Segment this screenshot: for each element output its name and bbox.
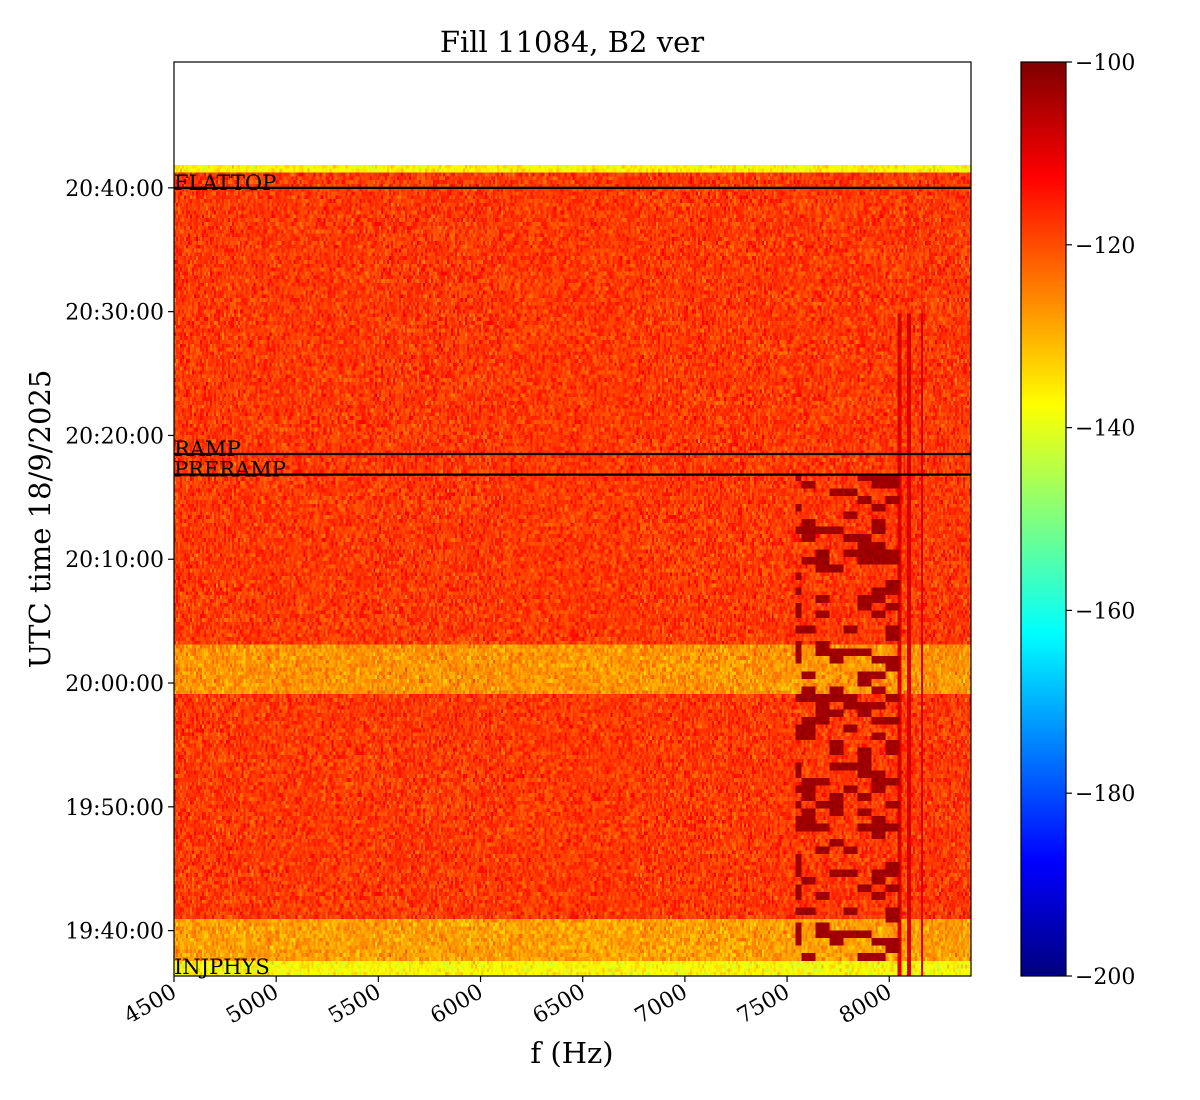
x-tick-label: 6500 <box>529 980 590 1030</box>
y-tick-label: 20:40:00 <box>65 177 164 202</box>
y-tick-label: 19:40:00 <box>65 920 164 945</box>
y-axis: 19:40:00 19:50:00 20:00:00 20:10:00 20:20:00… <box>65 177 174 945</box>
x-tick-label: 4500 <box>120 980 181 1030</box>
x-tick-label: 7000 <box>631 980 692 1030</box>
x-tick-label: 5500 <box>324 980 385 1030</box>
colorbar-tick-label: −200 <box>1075 965 1135 990</box>
marker-label: INJPHYS <box>174 955 270 979</box>
colorbar-tick-label: −180 <box>1075 782 1135 807</box>
colorbar-gradient <box>1021 62 1066 976</box>
colorbar-tick-label: −160 <box>1075 599 1135 624</box>
colorbar-frame <box>1020 61 1067 977</box>
marker-label: RAMP <box>174 437 241 461</box>
x-tick-label: 5000 <box>222 980 283 1030</box>
spectrogram-image <box>174 62 971 976</box>
x-tick-label: 6000 <box>427 980 488 1030</box>
colorbar-tick-label: −140 <box>1075 417 1135 442</box>
y-axis-label: UTC time 18/9/2025 <box>23 370 57 669</box>
marker-label: PRERAMP <box>174 458 286 482</box>
x-tick-label: 8000 <box>835 980 896 1030</box>
x-tick-label: 7500 <box>733 980 794 1030</box>
y-tick-label: 19:50:00 <box>65 796 164 821</box>
plot-frame <box>173 61 972 977</box>
colorbar-axis: −100 −120 −140 −160 −180 −200 <box>1066 51 1135 990</box>
y-tick-label: 20:10:00 <box>65 548 164 573</box>
x-axis: 4500 5000 5500 6000 6500 7000 7500 8000 <box>120 976 896 1029</box>
x-axis-label: f (Hz) <box>530 1036 613 1070</box>
y-tick-label: 20:00:00 <box>65 672 164 697</box>
y-tick-label: 20:30:00 <box>65 301 164 326</box>
colorbar-tick-label: −120 <box>1075 234 1135 259</box>
chart-title: Fill 11084, B2 ver <box>440 25 704 59</box>
colorbar-tick-label: −100 <box>1075 51 1135 76</box>
marker-label: FLATTOP <box>174 171 276 195</box>
y-tick-label: 20:20:00 <box>65 424 164 449</box>
